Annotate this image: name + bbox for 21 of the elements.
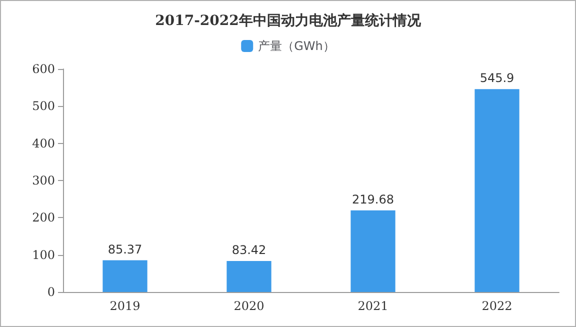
bar (102, 260, 148, 292)
y-tick-label: 0 (47, 285, 55, 299)
y-tick-label: 600 (32, 62, 55, 76)
data-label: 85.37 (108, 242, 142, 256)
y-tick-label: 100 (32, 248, 55, 262)
y-tick-label: 200 (32, 210, 55, 225)
legend-label: 产量（GWh） (258, 39, 335, 53)
x-tick-label: 2019 (110, 299, 140, 313)
y-tick-label: 500 (32, 99, 55, 114)
y-tick-label: 400 (32, 136, 55, 150)
data-label: 545.9 (480, 71, 514, 86)
x-tick-label: 2022 (482, 299, 512, 313)
x-tick-label: 2020 (234, 299, 264, 313)
bar (474, 89, 520, 292)
chart-title: 2017-2022年中国动力电池产量统计情况 (155, 12, 422, 29)
data-label: 219.68 (352, 192, 394, 206)
x-tick-label: 2021 (358, 299, 388, 313)
bar (350, 210, 396, 292)
bar (226, 260, 272, 292)
data-label: 83.42 (232, 242, 266, 257)
y-tick-label: 300 (32, 174, 55, 188)
